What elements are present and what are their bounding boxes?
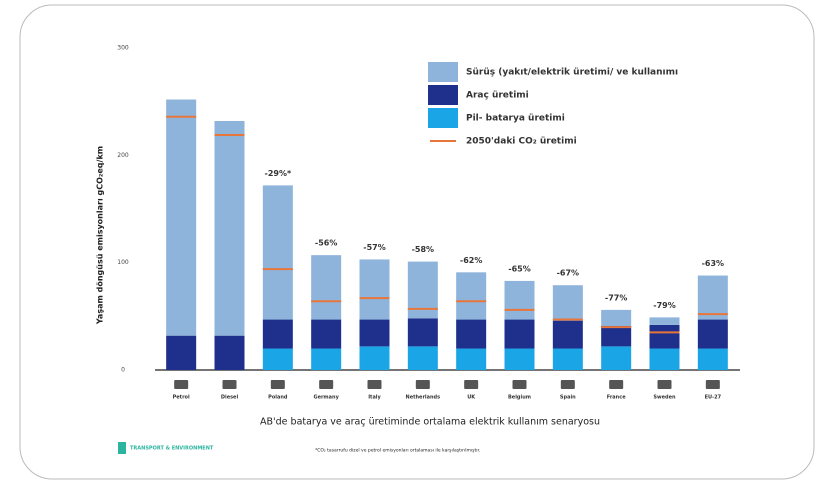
bar-segment bbox=[407, 346, 438, 370]
bar-segment bbox=[697, 319, 728, 349]
legend-swatch bbox=[428, 85, 458, 105]
bar-segment bbox=[552, 285, 583, 321]
y-tick-label: 300 bbox=[117, 45, 129, 52]
bar-segment bbox=[214, 120, 245, 336]
flag-icon bbox=[657, 380, 672, 389]
total-label: -77% bbox=[605, 293, 627, 302]
bar-segment bbox=[504, 280, 535, 320]
y-tick-label: 200 bbox=[117, 152, 129, 159]
flag-icon bbox=[705, 380, 720, 389]
bar-segment bbox=[697, 275, 728, 320]
bar-segment bbox=[456, 348, 487, 370]
bar-segment bbox=[311, 348, 342, 370]
total-label: -57% bbox=[363, 243, 385, 252]
footnote: *CO₂ tasarrufu dizel ve petrol emisyonla… bbox=[315, 448, 480, 454]
bar-segment bbox=[214, 335, 245, 370]
logo: TRANSPORT & ENVIRONMENT bbox=[130, 446, 214, 452]
bar-segment bbox=[166, 99, 197, 336]
bar-segment bbox=[552, 320, 583, 349]
x-tick-label: UK bbox=[467, 395, 476, 401]
flag-icon bbox=[222, 380, 237, 389]
legend-swatch bbox=[428, 62, 458, 82]
legend-label: Araç üretimi bbox=[466, 91, 529, 101]
legend-label: Pil- batarya üretimi bbox=[466, 114, 565, 124]
x-tick-label: Belgium bbox=[508, 395, 531, 401]
bar-segment bbox=[456, 272, 487, 320]
flag-icon bbox=[319, 380, 334, 389]
bar-segment bbox=[407, 261, 438, 319]
bar-segment bbox=[407, 318, 438, 347]
total-label: -79% bbox=[653, 301, 675, 310]
bar-segment bbox=[649, 348, 680, 370]
total-label: -56% bbox=[315, 239, 337, 248]
x-tick-label: EU-27 bbox=[705, 395, 722, 401]
total-label: -65% bbox=[508, 264, 530, 273]
total-label: -63% bbox=[702, 259, 724, 268]
logo-icon bbox=[118, 442, 126, 454]
total-label: -62% bbox=[460, 256, 482, 265]
total-label: -58% bbox=[412, 245, 434, 254]
x-tick-label: France bbox=[607, 395, 626, 401]
bar-segment bbox=[262, 348, 293, 370]
bar-segment bbox=[311, 319, 342, 349]
x-tick-label: Diesel bbox=[221, 395, 239, 401]
bar-segment bbox=[504, 319, 535, 349]
bar-segment bbox=[262, 319, 293, 349]
y-tick-label: 0 bbox=[121, 367, 125, 374]
legend-swatch bbox=[428, 108, 458, 128]
legend-label: 2050'daki CO₂ üretimi bbox=[466, 137, 577, 147]
bar-segment bbox=[262, 185, 293, 320]
flag-icon bbox=[560, 380, 575, 389]
bar-segment bbox=[504, 348, 535, 370]
x-tick-label: Poland bbox=[268, 395, 288, 401]
x-tick-label: Sweden bbox=[653, 395, 676, 401]
legend-label: Sürüş (yakıt/elektrik üretimi/ ve kullan… bbox=[466, 68, 678, 78]
flag-icon bbox=[174, 380, 189, 389]
bar-segment bbox=[649, 324, 680, 349]
y-tick-label: 100 bbox=[117, 259, 129, 266]
flag-icon bbox=[415, 380, 430, 389]
x-tick-label: Spain bbox=[560, 395, 576, 401]
x-tick-label: Netherlands bbox=[406, 395, 441, 401]
x-axis-label: AB'de batarya ve araç üretiminde ortalam… bbox=[260, 417, 600, 428]
frame bbox=[19, 4, 815, 480]
bar-segment bbox=[552, 348, 583, 370]
bar-segment bbox=[359, 319, 390, 347]
bar-segment bbox=[697, 348, 728, 370]
bar-segment bbox=[359, 259, 390, 320]
flag-icon bbox=[464, 380, 479, 389]
bar-segment bbox=[456, 319, 487, 349]
bar-segment bbox=[601, 346, 632, 370]
bar-segment bbox=[601, 309, 632, 326]
bar-segment bbox=[359, 346, 390, 370]
total-label: -29%* bbox=[265, 169, 292, 178]
x-tick-label: Italy bbox=[368, 395, 381, 401]
bar-segment bbox=[601, 325, 632, 347]
total-label: -67% bbox=[557, 269, 579, 278]
x-tick-label: Germany bbox=[313, 395, 339, 401]
bar-segment bbox=[166, 335, 197, 370]
y-axis-label: Yaşam döngüsü emisyonları gCO₂eq/km bbox=[96, 146, 105, 325]
flag-icon bbox=[270, 380, 285, 389]
bar-segment bbox=[649, 317, 680, 325]
flag-icon bbox=[512, 380, 527, 389]
bar-segment bbox=[311, 255, 342, 320]
flag-icon bbox=[609, 380, 624, 389]
x-tick-label: Petrol bbox=[173, 395, 190, 401]
flag-icon bbox=[367, 380, 382, 389]
